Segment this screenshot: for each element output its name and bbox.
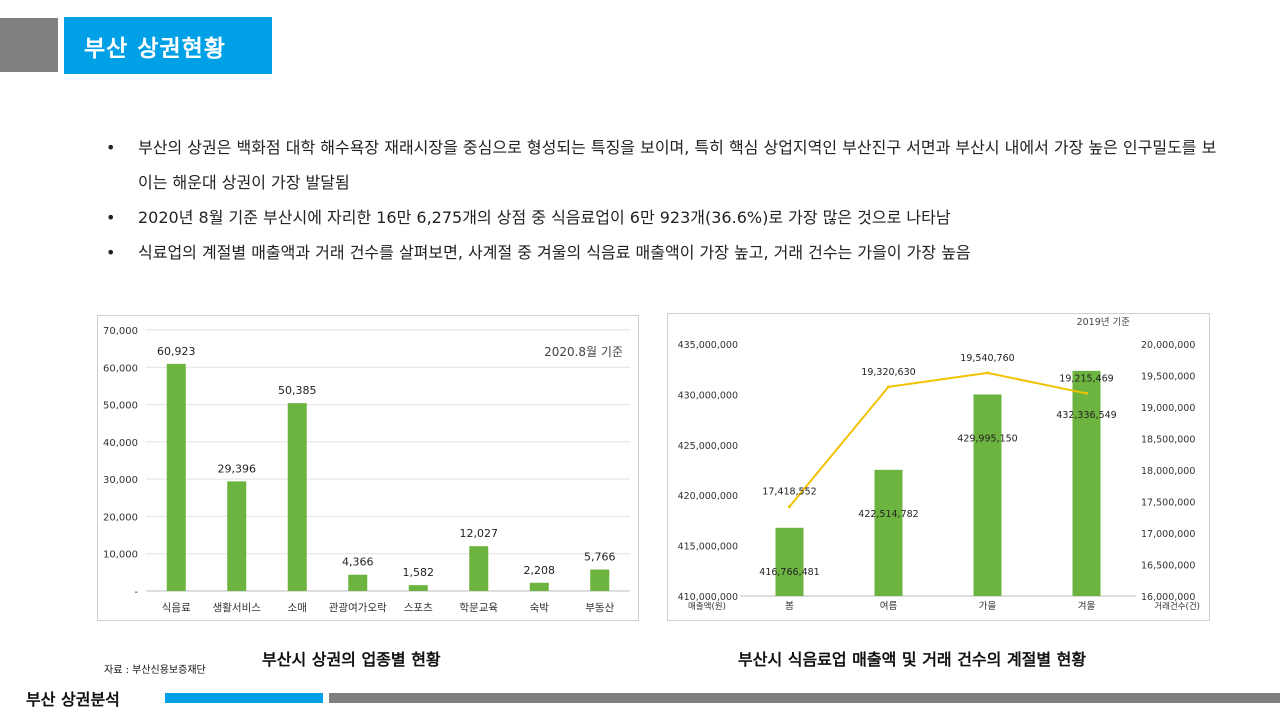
industry-bar-chart: - 10,000 20,000 30,000 40,000 50,000 60,000 70,…	[103, 326, 630, 614]
y-tick-label: 20,000	[103, 512, 138, 523]
line-data-label: 17,418,552	[762, 487, 816, 498]
footer-gray-bar	[329, 693, 1280, 703]
bar-data-label: 422,514,782	[858, 509, 918, 520]
y-right-tick-label: 16,000,000	[1141, 592, 1195, 603]
left-chart-caption: 부산시 상권의 업종별 현황	[262, 650, 441, 669]
y-right-tick-label: 19,500,000	[1141, 372, 1195, 383]
data-label: 50,385	[278, 384, 317, 397]
data-label: 2,208	[524, 564, 556, 577]
line-data-label: 19,540,760	[960, 353, 1014, 364]
data-label: 4,366	[342, 556, 374, 569]
line-series	[788, 371, 1087, 508]
y-left-tick-label: 425,000,000	[678, 441, 738, 452]
bar	[469, 546, 489, 591]
bar	[227, 481, 247, 591]
season-chart-panel: 410,000,000 415,000,000 420,000,000 425,000…	[667, 313, 1210, 621]
y-right-tick-label: 17,500,000	[1141, 498, 1195, 509]
line-point	[1085, 391, 1088, 395]
bar-data-label: 416,766,481	[759, 567, 819, 578]
bullet-list: 부산의 상권은 백화점 대학 해수욕장 재래시장을 중심으로 형성되는 특징을 …	[104, 130, 1224, 270]
data-label: 5,766	[584, 551, 616, 564]
x-tick-label: 부동산	[585, 602, 614, 614]
data-label: 12,027	[460, 527, 499, 540]
bullet-item: 식료업의 계절별 매출액과 거래 건수를 살펴보면, 사계절 중 겨울의 식음료…	[104, 235, 1224, 270]
y-right-tick-label: 20,000,000	[1141, 340, 1195, 351]
y-tick-label: 10,000	[103, 550, 138, 561]
header-gray-block	[0, 18, 58, 72]
line-data-label: 19,320,630	[861, 367, 915, 378]
data-label: 29,396	[218, 462, 257, 475]
y-right-tick-label: 19,000,000	[1141, 403, 1195, 414]
data-label: 60,923	[157, 345, 196, 358]
y-left-tick-label: 410,000,000	[678, 592, 738, 603]
bullet-item: 부산의 상권은 백화점 대학 해수욕장 재래시장을 중심으로 형성되는 특징을 …	[104, 130, 1224, 200]
y-tick-label: 70,000	[103, 326, 138, 337]
bar	[775, 527, 804, 596]
x-tick-label: 관광여가오락	[329, 602, 387, 614]
bar	[166, 363, 186, 591]
x-tick-label: 소매	[288, 602, 307, 614]
footer-blue-bar	[165, 693, 323, 703]
x-tick-label: 스포츠	[404, 602, 433, 614]
bar	[874, 469, 903, 596]
bar-data-label: 432,336,549	[1056, 410, 1116, 421]
footer-label: 부산 상권분석	[26, 690, 120, 709]
y-left-tick-label: 415,000,000	[678, 542, 738, 553]
x-tick-label: 여름	[880, 600, 898, 612]
bar	[408, 585, 428, 591]
bar-data-label: 429,995,150	[957, 433, 1017, 444]
x-tick-label: 생활서비스	[213, 601, 262, 614]
y-tick-label: 40,000	[103, 438, 138, 449]
y-left-tick-label: 420,000,000	[678, 491, 738, 502]
bar	[973, 394, 1002, 596]
chart-annotation: 2020.8월 기준	[544, 345, 623, 359]
y-tick-label: 30,000	[103, 475, 138, 486]
bar	[590, 569, 610, 591]
page-title: 부산 상권현황	[64, 17, 272, 74]
y-right-tick-label: 18,500,000	[1141, 435, 1195, 446]
x-tick-label: 봄	[785, 601, 794, 612]
x-tick-label: 숙박	[530, 602, 550, 614]
y-left-tick-label: 430,000,000	[678, 390, 738, 401]
bar	[348, 574, 368, 591]
y-right-tick-label: 17,000,000	[1141, 529, 1195, 540]
line-point	[788, 505, 791, 509]
industry-chart-panel: - 10,000 20,000 30,000 40,000 50,000 60,000 70,…	[97, 315, 639, 621]
y-right-tick-label: 18,000,000	[1141, 466, 1195, 477]
y-tick-label: -	[134, 587, 138, 598]
y-right-axis-label: 거래건수(건)	[1154, 601, 1200, 612]
y-right-tick-label: 16,500,000	[1141, 561, 1195, 572]
right-chart-caption: 부산시 식음료업 매출액 및 거래 건수의 계절별 현황	[738, 650, 1087, 669]
bullet-item: 2020년 8월 기준 부산시에 자리한 16만 6,275개의 상점 중 식음…	[104, 200, 1224, 235]
x-tick-label: 학문교육	[459, 602, 498, 614]
line-point	[887, 385, 890, 389]
y-tick-label: 60,000	[103, 363, 138, 374]
x-tick-label: 가을	[979, 601, 997, 612]
line-data-label: 19,215,469	[1059, 373, 1113, 384]
season-combo-chart: 410,000,000 415,000,000 420,000,000 425,000…	[678, 317, 1200, 612]
x-tick-label: 식음료	[162, 602, 191, 614]
y-left-axis-label: 매출액(원)	[688, 601, 726, 612]
data-label: 1,582	[403, 566, 435, 579]
bar	[529, 582, 549, 591]
bar	[287, 403, 307, 591]
y-left-tick-label: 435,000,000	[678, 340, 738, 351]
x-tick-label: 겨울	[1078, 601, 1096, 612]
line-point	[986, 371, 989, 375]
chart-annotation: 2019년 기준	[1077, 317, 1131, 328]
bar	[1072, 370, 1101, 596]
source-note: 자료 : 부산신용보증재단	[104, 665, 206, 676]
y-tick-label: 50,000	[103, 401, 138, 412]
page-title-text: 부산 상권현황	[84, 35, 226, 62]
